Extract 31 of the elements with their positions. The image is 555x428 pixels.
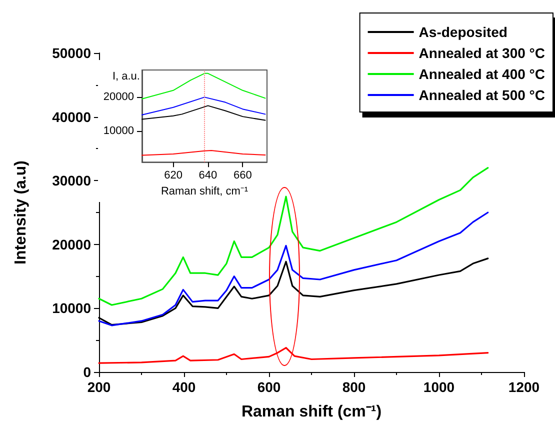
x-tick-label: 1000: [423, 379, 455, 395]
y-axis-title: Intensity (a.u): [12, 160, 30, 265]
legend-label: Annealed at 400 °C: [418, 66, 546, 82]
y-tick-label: 10000: [52, 300, 92, 316]
y-tick-label: 20000: [103, 91, 134, 104]
legend-label: Annealed at 500 °C: [418, 87, 546, 103]
x-axis-title: Raman shift, cm⁻¹: [160, 186, 248, 198]
x-tick-label: 400: [172, 379, 196, 395]
y-tick-label: 0: [83, 364, 92, 380]
y-tick-label: 40000: [52, 108, 92, 125]
y-tick-label: 20000: [52, 236, 92, 252]
x-tick-label: 620: [164, 170, 182, 182]
x-tick-label: 1200: [508, 379, 540, 395]
legend-label: Annealed at 300 °C: [418, 45, 546, 61]
line-series: [98, 346, 489, 364]
line-series: [98, 167, 489, 306]
x-tick-label: 660: [234, 170, 252, 182]
x-tick-label: 800: [342, 379, 366, 395]
line-series: [142, 96, 266, 116]
y-axis-title: I, a.u.: [112, 70, 140, 82]
y-tick-label: 50000: [52, 45, 92, 61]
x-tick-label: 600: [257, 379, 281, 395]
y-tick-label: 30000: [52, 172, 92, 189]
x-axis-title: Raman shift (cm⁻¹): [241, 404, 382, 420]
line-series: [98, 212, 489, 326]
line-series: [142, 105, 266, 121]
x-tick-label: 640: [198, 170, 218, 182]
x-tick-label: 200: [87, 379, 111, 395]
line-series: [142, 72, 266, 100]
legend-label: As-deposited: [418, 24, 508, 40]
y-tick-label: 10000: [103, 125, 134, 138]
